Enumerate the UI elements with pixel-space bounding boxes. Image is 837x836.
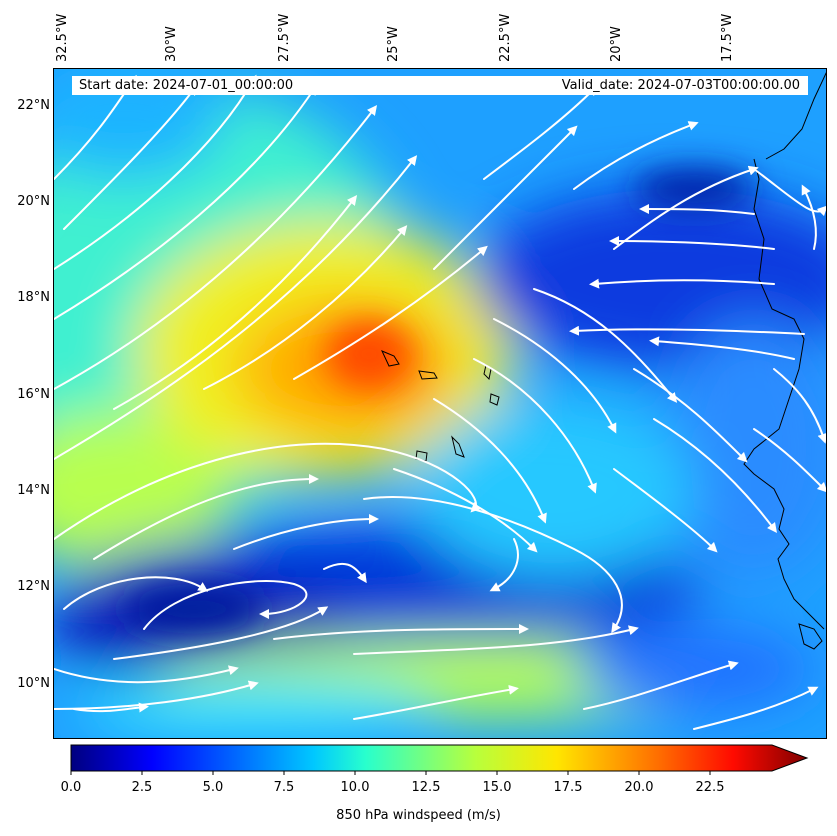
- colorbar-gradient: [70, 744, 809, 772]
- valid-date-label: Valid_date: 2024-07-03T00:00:00.00: [561, 78, 800, 93]
- streamlines: [54, 74, 826, 730]
- windspeed-core: [124, 169, 754, 634]
- colorbar-tick-label: 5.0: [202, 780, 224, 795]
- latitude-label: 16°N: [17, 387, 50, 402]
- longitude-label: 30°W: [164, 26, 179, 62]
- colorbar-ticks: [70, 771, 711, 775]
- windspeed-field: [54, 69, 826, 738]
- colorbar-tick-label: 20.0: [624, 780, 654, 795]
- longitude-label: 22.5°W: [498, 13, 513, 62]
- colorbar-tick-label: 12.5: [411, 780, 441, 795]
- latitude-label: 10°N: [17, 676, 50, 691]
- colorbar-tick-label: 10.0: [340, 780, 370, 795]
- colorbar-tick-label: 0.0: [60, 780, 82, 795]
- map-panel: [53, 68, 827, 739]
- coastline: [381, 72, 826, 650]
- longitude-label: 17.5°W: [720, 13, 735, 62]
- latitude-label: 20°N: [17, 194, 50, 209]
- latitude-label: 14°N: [17, 483, 50, 498]
- colorbar: [70, 744, 809, 775]
- colorbar-tick-label: 22.5: [695, 780, 725, 795]
- colorbar-tick-label: 7.5: [273, 780, 295, 795]
- colorbar-tick-label: 15.0: [482, 780, 512, 795]
- windspeed-map: [54, 69, 826, 738]
- colorbar-tick-label: 17.5: [553, 780, 583, 795]
- longitude-label: 27.5°W: [277, 13, 292, 62]
- colorbar-label: 850 hPa windspeed (m/s): [336, 808, 501, 823]
- start-date-label: Start date: 2024-07-01_00:00:00: [79, 78, 294, 93]
- latitude-label: 22°N: [17, 98, 50, 113]
- longitude-label: 20°W: [609, 26, 624, 62]
- longitude-label: 32.5°W: [55, 13, 70, 62]
- latitude-label: 18°N: [17, 290, 50, 305]
- latitude-label: 12°N: [17, 579, 50, 594]
- colorbar-tick-label: 2.5: [131, 780, 153, 795]
- date-info-bar: Start date: 2024-07-01_00:00:00 Valid_da…: [72, 76, 808, 95]
- longitude-label: 25°W: [386, 26, 401, 62]
